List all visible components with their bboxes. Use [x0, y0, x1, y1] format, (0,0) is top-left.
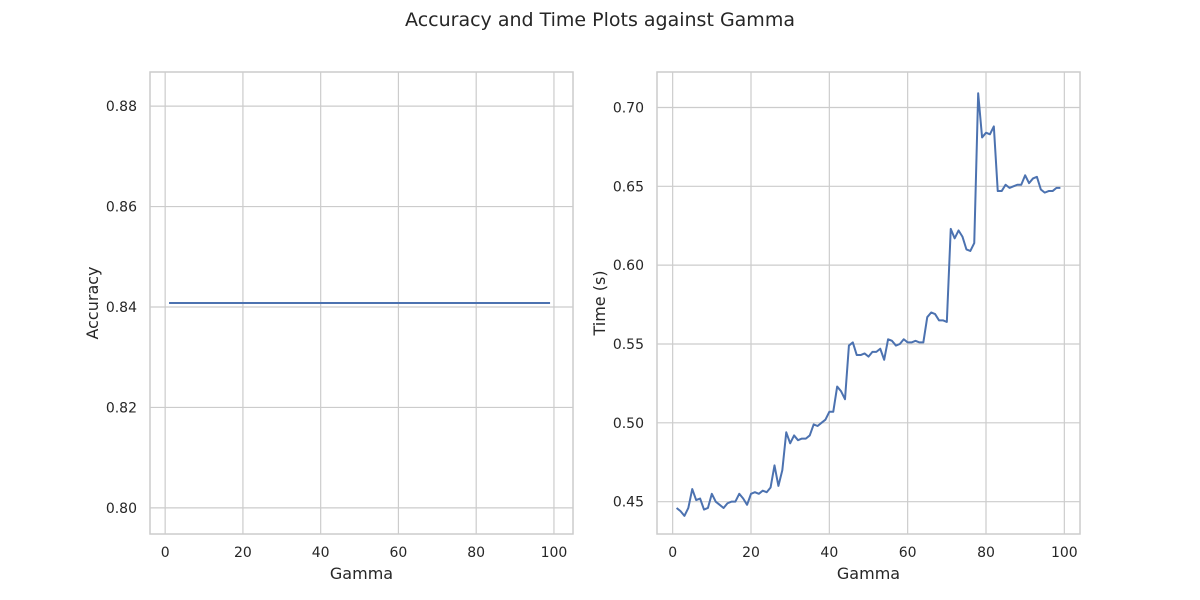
y-axis-label: Accuracy [83, 266, 102, 339]
y-tick-label: 0.82 [106, 400, 137, 416]
accuracy-chart: 0 20 40 60 80 100 0.80 0.82 0.84 0.86 0.88 Gamma Acc… [83, 72, 573, 583]
x-axis-label: Gamma [330, 564, 393, 583]
x-tick-label: 60 [390, 545, 408, 561]
time-chart: 0 20 40 60 80 100 0.45 0.50 0.55 0.60 0.65 0.70 Gamm… [590, 72, 1080, 583]
plot-frame [657, 72, 1080, 534]
y-tick-label: 0.86 [106, 200, 137, 216]
y-tick-label: 0.60 [613, 258, 644, 274]
y-tick-label: 0.55 [613, 337, 644, 353]
y-tick-label: 0.50 [613, 416, 644, 432]
x-tick-label: 20 [742, 545, 760, 561]
x-tick-label: 60 [899, 545, 917, 561]
x-tick-label: 100 [541, 545, 568, 561]
y-tick-label: 0.84 [106, 300, 137, 316]
x-tick-label: 40 [820, 545, 838, 561]
y-tick-label: 0.80 [106, 501, 137, 517]
y-tick-label: 0.65 [613, 179, 644, 195]
x-tick-label: 80 [977, 545, 995, 561]
y-tick-label: 0.70 [613, 100, 644, 116]
x-axis-label: Gamma [837, 564, 900, 583]
x-tick-label: 0 [668, 545, 677, 561]
x-tick-label: 100 [1051, 545, 1078, 561]
figure-title: Accuracy and Time Plots against Gamma [405, 9, 795, 31]
x-tick-label: 20 [234, 545, 252, 561]
x-tick-label: 80 [467, 545, 485, 561]
y-tick-label: 0.45 [613, 495, 644, 511]
x-tick-label: 0 [161, 545, 170, 561]
y-tick-label: 0.88 [106, 99, 137, 115]
time-series-line [677, 93, 1061, 516]
y-axis-label: Time (s) [590, 270, 609, 336]
x-tick-label: 40 [312, 545, 330, 561]
